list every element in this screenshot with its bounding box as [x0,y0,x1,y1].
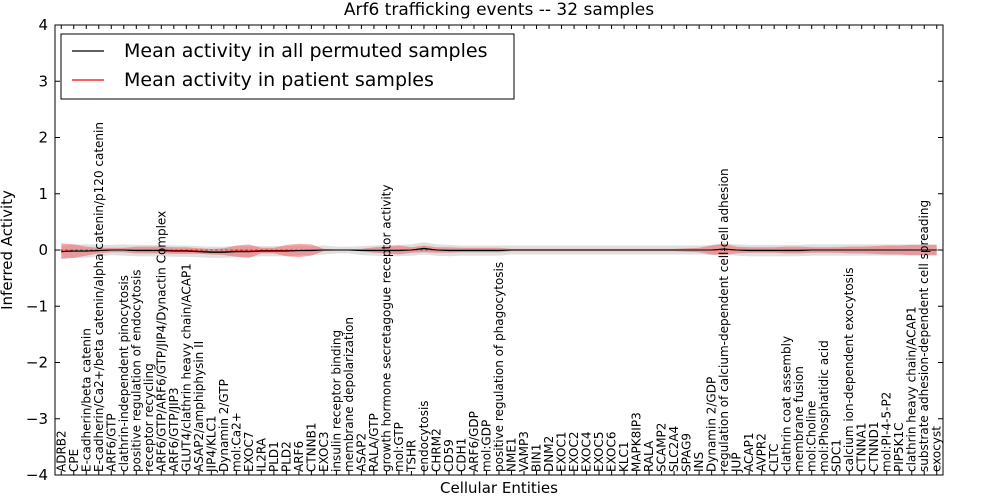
x-tick-label: EXOC4 [580,432,594,473]
y-tick-label: −1 [26,297,48,315]
y-axis: −4 −3 −2 −1 0 1 2 3 4 [26,16,943,484]
x-tick-label: positive regulation of phagocytosis [492,262,506,472]
x-tick-label: clathrin-independent pinocytosis [117,275,131,472]
x-tick-label: ARF6/GTP/ARF6/GTP/JIP4/Dynactin Complex [154,211,168,472]
x-tick-label: CD59 [442,439,456,472]
series-lines [61,247,937,253]
x-tick-label: PLD2 [279,441,293,472]
x-tick-label: calcium ion-dependent exocytosis [842,268,856,473]
x-tick-label: E-cadherin/Ca2+/beta catenin/alpha caten… [92,122,106,472]
x-axis-label: Cellular Entities [440,479,558,497]
x-tick-label: BIN1 [530,444,544,472]
x-tick-label: TSHR [405,440,419,473]
x-tick-label: EXOC6 [605,432,619,473]
x-tick-label: RALA/GTP [367,413,381,472]
x-tick-label: substrate adhesion-dependent cell spread… [917,200,931,472]
x-tick-label: KLC1 [617,441,631,472]
x-tick-label: CTNNB1 [304,422,318,472]
y-tick-label: −2 [26,354,48,372]
x-tick-label: mol:Choline [805,401,819,472]
y-axis-label: Inferred Activity [0,190,16,310]
x-tick-label: ADRB2 [54,430,68,472]
x-tick-label: JIP4/KLC1 [204,415,218,473]
x-tick-label: insulin receptor binding [329,330,343,472]
x-tick-label: EXOC5 [592,432,606,473]
legend-label-patient: Mean activity in patient samples [124,69,434,91]
x-tick-label: CTNND1 [867,421,881,472]
legend-label-permuted: Mean activity in all permuted samples [124,40,487,62]
chart-title: Arf6 trafficking events -- 32 samples [344,0,654,20]
x-tick-label: mol:Phosphatidic acid [817,340,831,472]
x-tick-label: mol:GDP [480,420,494,472]
line-permuted [61,247,937,253]
x-tick-label: regulation of calcium-dependent cell-cel… [717,168,731,472]
x-tick-label: ARF6/GTP [104,413,118,472]
x-tick-label: clathrin coat assembly [780,336,794,472]
legend: Mean activity in all permuted samples Me… [60,33,515,100]
x-tick-label: E-cadherin/beta catenin [79,328,93,472]
y-tick-label: 0 [38,241,48,259]
x-tick-label: CDH1 [455,438,469,472]
x-tick-label: SPAG9 [680,433,694,472]
x-tick-label: mol:GTP [392,422,406,472]
y-tick-label: −3 [26,410,48,428]
x-tick-label: mol:Ca2+ [229,412,243,472]
x-tick-label: membrane fusion [792,366,806,472]
x-tick-label: CLTC [767,444,781,472]
x-tick-label: Dynamin 2/GDP [705,377,719,472]
x-tick-label: positive regulation of endocytosis [129,269,143,472]
x-tick-label: DNM2 [542,436,556,472]
x-tick-label: ARF6/GTP/JIP3 [167,387,181,472]
y-tick-label: 4 [38,16,48,34]
legend-box [60,33,515,100]
x-tick-label: SLC2A4 [667,426,681,472]
x-tick-label: ACAP1 [742,433,756,472]
x-tick-label: AVPR2 [755,433,769,472]
x-tick-label: IL2RA [254,437,268,472]
x-tick-label: INS [692,452,706,472]
x-tick-label: exocyst [930,426,944,472]
x-tick-label: PLD1 [267,441,281,472]
x-tick-label: ARF6 [292,441,306,472]
x-tick-label: CPE [67,449,81,472]
y-tick-label: 3 [38,72,48,90]
y-tick-label: 1 [38,185,48,203]
x-tick-label: SCAMP2 [655,423,669,472]
x-tick-label: RALA [642,440,656,472]
y-tick-label: −4 [26,466,48,484]
x-tick-label: clathrin heavy chain/ACAP1 [905,306,919,472]
y-tick-label: 2 [38,129,48,147]
x-tick-label: MAPK8IP3 [630,412,644,472]
line-patient [61,248,937,253]
x-tick-label: growth hormone secretagogue receptor act… [379,185,393,472]
x-tick-label: EXOC1 [555,432,569,473]
x-tick-label: ASAP2/amphiphysin II [192,341,206,472]
x-tick-label: VAMP3 [517,431,531,472]
x-tick-label: NME1 [505,437,519,472]
x-tick-label: PIP5K1C [892,422,906,472]
x-tick-label: Dynamin 2/GTP [217,379,231,472]
x-tick-label: EXOC7 [242,432,256,473]
x-tick-label: ASAP2 [354,433,368,472]
x-tick-label: EXOC2 [567,432,581,473]
x-tick-label: endocytosis [417,400,431,472]
x-tick-label: CTNNA1 [855,422,869,472]
x-tick-label: ARF6/GDP [467,411,481,472]
x-tick-label: JUP [730,452,744,473]
x-tick-label: receptor recycling [142,363,156,472]
x-tick-label: CHRM2 [430,428,444,472]
x-tick-label: GLUT4/clathrin heavy chain/ACAP1 [179,263,193,472]
x-tick-label: mol:PI-4-5-P2 [880,392,894,472]
x-tick-label: EXOC3 [317,432,331,473]
x-tick-label: SDC1 [830,439,844,472]
x-tick-label: membrane depolarization [342,317,356,472]
